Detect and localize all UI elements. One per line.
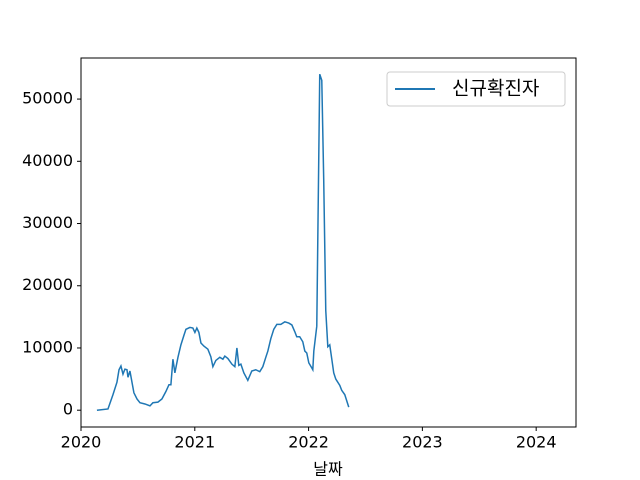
y-tick-label: 0 <box>63 400 73 419</box>
data-line <box>96 73 350 411</box>
y-tick-label: 10000 <box>22 337 73 356</box>
y-tick-label: 40000 <box>22 151 73 170</box>
x-tick-label: 2021 <box>174 433 215 452</box>
y-tick-label: 30000 <box>22 213 73 232</box>
y-tick-label: 50000 <box>22 89 73 108</box>
plot-frame <box>80 57 577 428</box>
x-tick-label: 2023 <box>402 433 443 452</box>
legend-box <box>386 71 566 107</box>
y-tick-label: 20000 <box>22 275 73 294</box>
x-tick-label: 2022 <box>288 433 329 452</box>
x-tick-label: 2024 <box>516 433 557 452</box>
x-tick-label: 2020 <box>61 433 102 452</box>
legend-label: 신규확진자 <box>452 78 539 100</box>
x-axis-label: 날짜 <box>313 460 343 479</box>
